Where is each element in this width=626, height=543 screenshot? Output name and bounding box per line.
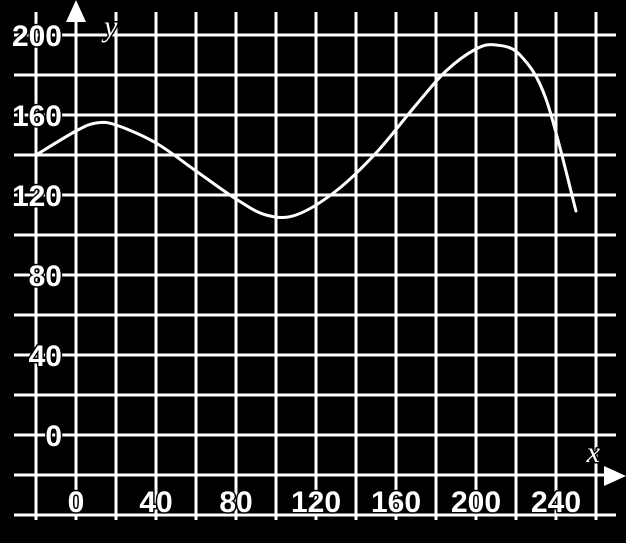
x-tick-label: 40 [139, 486, 172, 519]
line-chart: 0 40 80 120 160 200 0 40 80 120 160 200 240 y x [0, 0, 626, 543]
x-axis-label: x [586, 436, 601, 469]
y-axis-label: y [101, 10, 118, 43]
chart-bg [0, 0, 626, 543]
x-tick-label: 0 [68, 486, 85, 519]
y-tick-label: 160 [12, 100, 62, 133]
y-tick-label: 80 [29, 260, 62, 293]
x-tick-label: 120 [291, 486, 341, 519]
y-tick-label: 120 [12, 180, 62, 213]
y-tick-label: 40 [29, 340, 62, 373]
x-tick-label: 160 [371, 486, 421, 519]
x-tick-label: 240 [531, 486, 581, 519]
y-tick-label: 200 [12, 20, 62, 53]
y-tick-label: 0 [45, 420, 62, 453]
x-tick-label: 200 [451, 486, 501, 519]
x-tick-label: 80 [219, 486, 252, 519]
